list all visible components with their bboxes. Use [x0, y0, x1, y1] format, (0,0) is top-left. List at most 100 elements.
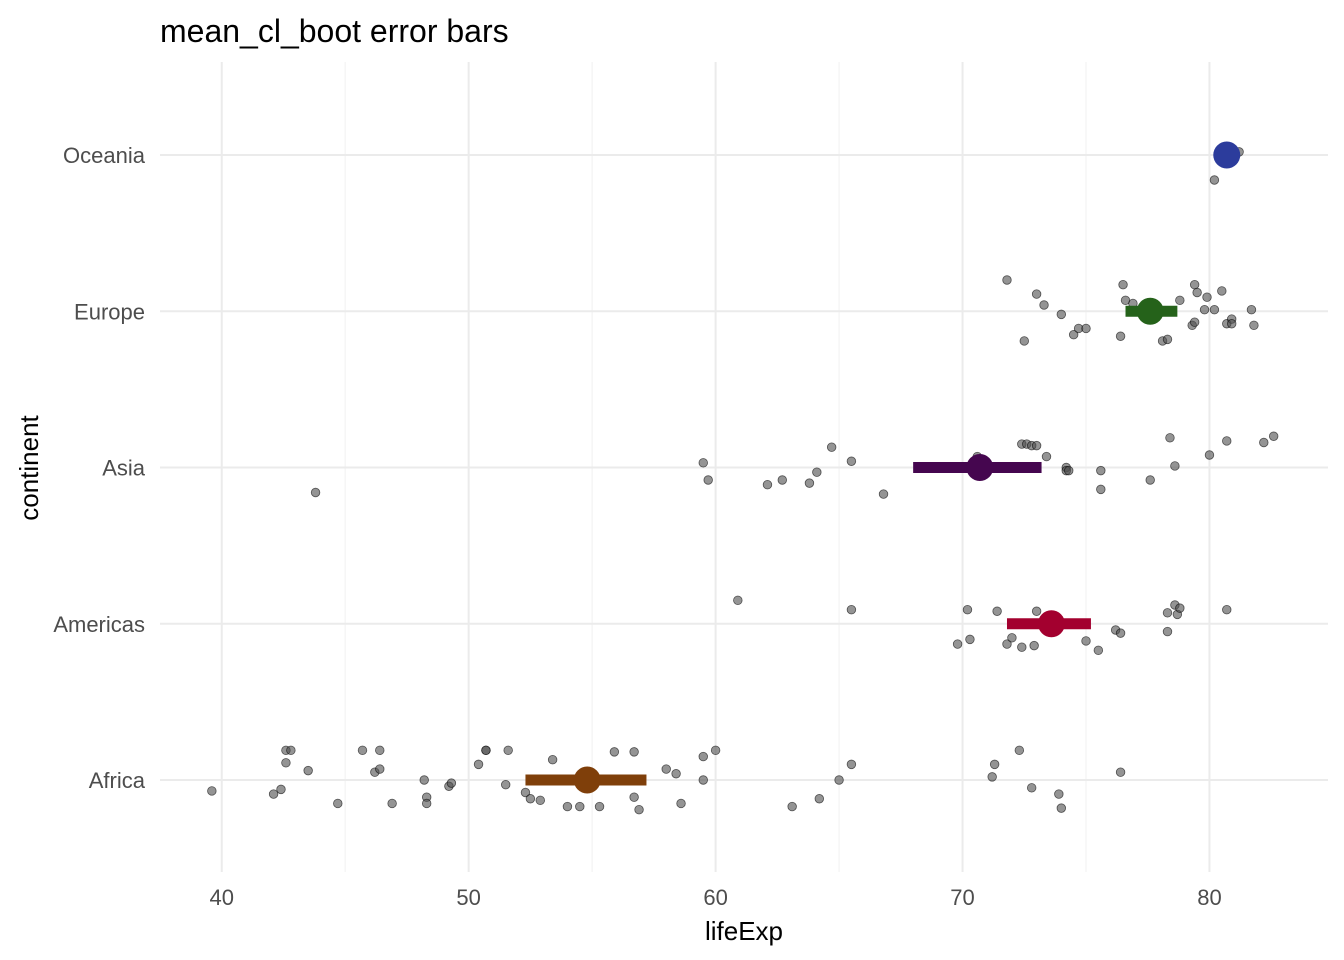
data-point [1093, 645, 1104, 656]
data-point [1056, 803, 1067, 813]
grid-layer [160, 62, 1328, 872]
data-point [671, 769, 681, 779]
data-point [1209, 175, 1220, 185]
data-point [1145, 475, 1155, 485]
data-point [1192, 287, 1202, 298]
data-point [1096, 465, 1106, 476]
data-point [962, 604, 973, 615]
data-point [535, 795, 545, 806]
data-point [1068, 329, 1079, 340]
data-point [634, 804, 644, 815]
data-point [1096, 484, 1106, 495]
mean-point [1037, 610, 1065, 638]
data-point [1175, 603, 1185, 613]
x-tick-label: 50 [456, 885, 480, 910]
data-point [286, 745, 296, 756]
y-tick-label: Europe [74, 299, 145, 324]
data-point [1162, 334, 1173, 345]
data-point [1039, 300, 1049, 310]
data-point [989, 759, 1000, 770]
data-point [1014, 745, 1025, 756]
data-point [698, 751, 708, 762]
data-point [1115, 628, 1126, 638]
data-point [268, 789, 279, 799]
data-point [1202, 292, 1212, 302]
data-point [965, 634, 975, 645]
data-point [814, 794, 825, 804]
data-point [629, 747, 639, 757]
x-tick-label: 80 [1197, 885, 1221, 910]
data-point [1246, 304, 1257, 315]
data-point [276, 784, 286, 795]
data-point [676, 798, 686, 809]
points-layer [207, 147, 1279, 815]
data-point [375, 764, 385, 774]
data-point [594, 801, 605, 812]
data-point [1199, 304, 1210, 315]
data-point [575, 801, 585, 812]
data-point [446, 778, 457, 788]
data-point [1222, 604, 1232, 615]
x-tick-label: 40 [209, 885, 233, 910]
data-point [834, 775, 844, 785]
tick-layer: 40 50 60 70 80 Africa Americas Asia Europe Oceani… [53, 143, 1221, 910]
data-point [421, 798, 432, 809]
data-point [1115, 767, 1126, 777]
data-point [846, 759, 857, 770]
data-point [1002, 275, 1012, 285]
data-point [525, 794, 536, 804]
data-point [1115, 331, 1126, 341]
x-tick-label: 60 [703, 885, 727, 910]
data-point [562, 801, 573, 812]
data-point [473, 759, 484, 770]
data-point [698, 775, 708, 785]
data-point [1209, 304, 1220, 315]
data-point [419, 775, 429, 785]
data-point [710, 745, 721, 756]
y-axis-title: continent [14, 414, 44, 520]
y-tick-label: Oceania [63, 143, 146, 168]
data-point [1189, 317, 1200, 327]
data-point [281, 758, 291, 768]
data-point [804, 478, 815, 488]
data-point [609, 747, 620, 757]
data-point [1002, 639, 1012, 649]
data-point [787, 801, 797, 812]
summary-layer [525, 141, 1241, 794]
data-point [1056, 309, 1067, 320]
data-point [1222, 436, 1232, 446]
data-point [878, 489, 889, 499]
data-point [1162, 608, 1173, 618]
data-point [1054, 789, 1064, 799]
data-point [1165, 433, 1175, 443]
y-tick-label: Africa [89, 768, 146, 793]
data-point [1226, 319, 1237, 329]
mean-point [966, 454, 994, 481]
data-point [1007, 633, 1017, 643]
data-point [992, 606, 1002, 616]
data-point [777, 475, 787, 485]
data-point [1019, 336, 1029, 346]
data-point [762, 479, 773, 490]
data-point [333, 798, 343, 809]
data-point [501, 779, 511, 790]
x-tick-label: 70 [950, 885, 974, 910]
data-point [207, 786, 217, 796]
x-axis-title: lifeExp [705, 916, 783, 946]
mean-point [573, 766, 601, 794]
data-point [846, 456, 857, 466]
data-point [1031, 289, 1042, 299]
data-point [1162, 626, 1173, 637]
data-point [952, 639, 963, 649]
data-point [629, 792, 639, 802]
data-point [481, 745, 491, 756]
data-point [661, 764, 671, 774]
data-point [1081, 323, 1091, 334]
mean-point [1213, 141, 1241, 169]
data-point [547, 754, 558, 765]
data-point [812, 467, 822, 477]
data-point [1259, 437, 1269, 448]
data-point [703, 475, 713, 485]
data-point [1017, 642, 1027, 652]
